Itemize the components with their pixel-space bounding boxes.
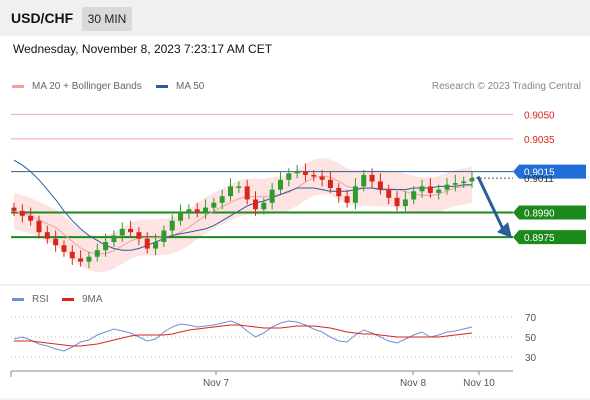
forecast-arrow-shaft: [476, 175, 505, 230]
candle-body: [161, 230, 167, 242]
candle-body: [136, 232, 142, 239]
x-axis-label-1: Nov 8: [400, 378, 427, 389]
legend-rsi-label: RSI: [32, 294, 49, 305]
level-tag-2: [513, 164, 586, 179]
9ma-swatch: [62, 298, 74, 301]
x-axis-label-0: Nov 7: [203, 378, 230, 389]
rsi-swatch: [12, 298, 24, 301]
level-tag-4: [513, 230, 586, 245]
candle-body: [452, 183, 458, 185]
candle-body: [319, 176, 325, 180]
legend-ma20-label: MA 20 + Bollinger Bands: [32, 81, 142, 92]
candle-body: [178, 212, 184, 221]
candle-body: [228, 186, 234, 197]
candle-body: [236, 186, 242, 188]
header-bar: USD/CHF 30 MIN: [0, 0, 590, 36]
candle-body: [219, 196, 225, 203]
candle-body: [44, 232, 50, 239]
candle-body: [311, 174, 317, 177]
candle-body: [411, 191, 417, 200]
bollinger-band: [14, 158, 472, 272]
candle-body: [153, 242, 159, 249]
candle-body: [19, 210, 25, 216]
candle-body: [294, 171, 300, 174]
ma20-swatch: [12, 85, 24, 88]
legend-9ma-label: 9MA: [82, 294, 103, 305]
legend-ma20: MA 20 + Bollinger Bands: [12, 81, 142, 92]
candle-body: [327, 179, 333, 188]
current-price-label: 0.9011: [524, 174, 554, 185]
candle-body: [269, 189, 275, 203]
level-label-1: 0.9035: [524, 135, 555, 146]
timestamp: Wednesday, November 8, 2023 7:23:17 AM C…: [13, 42, 273, 56]
legend-rsi: RSI: [12, 294, 49, 305]
candle-body: [461, 181, 467, 184]
candle-body: [361, 174, 367, 187]
candle-body: [11, 207, 17, 211]
level-label-0: 0.9050: [524, 110, 555, 121]
rsi-tick-label-0: 70: [525, 313, 537, 324]
legend-ma50-label: MA 50: [176, 81, 205, 92]
legend-9ma: 9MA: [62, 294, 103, 305]
level-label-4: 0.8975: [524, 233, 555, 244]
candle-body: [402, 199, 408, 206]
rsi-series-rsi-line: [13, 320, 473, 352]
candle-body: [69, 251, 75, 259]
candle-body: [302, 171, 308, 175]
forecast-arrow-head: [497, 222, 512, 239]
candle-body: [61, 245, 67, 252]
candle-body: [394, 197, 400, 206]
rsi-tick-label-1: 50: [525, 333, 537, 344]
candle-body: [128, 228, 134, 233]
candle-body: [36, 220, 42, 233]
candle-body: [194, 209, 200, 213]
currency-pair: USD/CHF: [11, 10, 74, 26]
candle-body: [203, 207, 209, 213]
candle-body: [169, 220, 175, 231]
ma50-swatch: [156, 85, 168, 88]
candle-body: [427, 186, 433, 193]
candle-body: [186, 209, 192, 213]
level-label-3: 0.8990: [524, 209, 555, 220]
candle-body: [28, 215, 34, 221]
x-axis-label-2: Nov 10: [463, 378, 495, 389]
candle-body: [344, 196, 350, 203]
candle-body: [377, 181, 383, 190]
rsi-series-9ma-line: [14, 324, 473, 347]
candle-body: [53, 238, 59, 246]
candle-body: [252, 199, 258, 210]
candle-body: [103, 242, 109, 251]
candle-body: [94, 250, 100, 257]
candle-body: [336, 188, 342, 197]
candle-body: [436, 189, 442, 193]
candle-body: [286, 173, 292, 180]
legend-ma50: MA 50: [156, 81, 204, 92]
credit-text: Research © 2023 Trading Central: [431, 81, 581, 92]
candle-body: [352, 186, 358, 203]
timeframe-badge[interactable]: 30 MIN: [82, 7, 132, 31]
candle-body: [369, 174, 375, 182]
candle-body: [86, 256, 92, 262]
candle-body: [119, 228, 125, 236]
chart-panel: [0, 36, 590, 398]
ma50-line: [13, 159, 472, 251]
candle-body: [244, 186, 250, 200]
level-tag-3: [513, 205, 586, 220]
rsi-tick-label-2: 30: [525, 353, 537, 364]
candle-body: [111, 235, 117, 242]
candle-body: [419, 186, 425, 192]
level-label-2: 0.9015: [524, 168, 555, 179]
candle-body: [261, 202, 267, 210]
candle-body: [144, 238, 150, 249]
candle-body: [444, 184, 450, 190]
candle-body: [211, 202, 217, 208]
candle-body: [469, 178, 475, 182]
candle-body: [78, 258, 84, 262]
candle-body: [277, 179, 283, 190]
candle-body: [386, 189, 392, 198]
